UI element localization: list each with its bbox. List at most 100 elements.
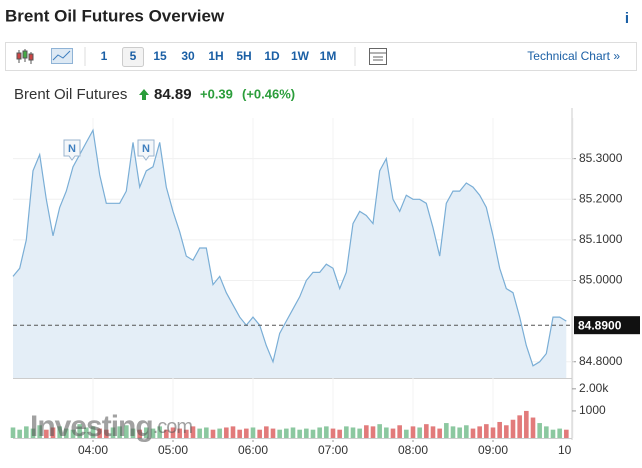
news-marker bbox=[63, 139, 81, 161]
x-tick-label: 10:00 bbox=[558, 443, 588, 457]
y-tick-label: 85.3000 bbox=[579, 151, 623, 165]
interval-button[interactable]: 1D bbox=[264, 49, 280, 63]
volume-bar bbox=[530, 417, 536, 438]
volume-bar bbox=[524, 410, 529, 438]
volume-bar bbox=[430, 426, 436, 438]
volume-bar bbox=[444, 423, 449, 438]
volume-bar bbox=[190, 426, 196, 438]
volume-bar bbox=[137, 429, 142, 438]
volume-bar bbox=[497, 421, 502, 438]
area-fill bbox=[13, 130, 567, 378]
volume-bar bbox=[257, 429, 262, 438]
y-tick-label: 2.00k bbox=[579, 381, 609, 395]
volume-bar bbox=[244, 428, 249, 438]
table-icon[interactable] bbox=[369, 48, 387, 65]
volume-bar bbox=[117, 426, 122, 438]
volume-bar bbox=[337, 429, 342, 438]
volume-bar bbox=[370, 426, 376, 438]
volume-bar bbox=[310, 429, 316, 438]
quote-change-pct: (+0.46%) bbox=[242, 86, 295, 101]
volume-bar bbox=[330, 428, 336, 438]
interval-button[interactable]: 1M bbox=[320, 49, 337, 63]
widget-title: Brent Oil Futures Overview bbox=[5, 6, 225, 25]
volume-bar bbox=[50, 427, 56, 438]
interval-button[interactable]: 1H bbox=[208, 49, 223, 63]
volume-bar bbox=[84, 427, 89, 438]
news-marker-label: N bbox=[68, 143, 76, 155]
toolbar bbox=[5, 42, 637, 71]
volume-bar bbox=[230, 426, 236, 438]
volume-bar bbox=[164, 429, 169, 438]
volume-bar bbox=[464, 425, 469, 438]
volume-bar bbox=[224, 427, 229, 438]
y-tick-label: 84.8000 bbox=[579, 354, 623, 368]
technical-chart-link[interactable]: Technical Chart » bbox=[527, 49, 620, 63]
volume-bar bbox=[110, 427, 116, 438]
volume-bar bbox=[457, 427, 462, 438]
volume-bar bbox=[537, 423, 542, 438]
last-price-box bbox=[574, 316, 640, 335]
volume-bar bbox=[90, 426, 96, 438]
volume-bar bbox=[477, 426, 482, 438]
volume-bar bbox=[77, 424, 82, 438]
watermark-domain: .com bbox=[153, 416, 193, 438]
volume-bar bbox=[290, 427, 296, 438]
watermark-brand: Investing bbox=[30, 410, 153, 443]
volume-bar bbox=[417, 427, 422, 438]
volume-bar bbox=[57, 426, 62, 438]
quote-name: Brent Oil Futures bbox=[14, 86, 127, 103]
news-marker-label: N bbox=[142, 143, 150, 155]
volume-bar bbox=[450, 426, 456, 438]
y-tick-label: 1000 bbox=[579, 403, 606, 417]
volume-bar bbox=[97, 428, 102, 438]
price-line bbox=[12, 128, 567, 367]
x-axis: 04:00 05:00 06:00 07:00 08:00 09:00 10:00 bbox=[78, 440, 588, 457]
volume-bar bbox=[237, 429, 242, 438]
area-icon-line bbox=[52, 50, 71, 61]
interval-button[interactable]: 5H bbox=[236, 49, 251, 63]
volume-bar bbox=[150, 428, 156, 438]
volume-bar bbox=[344, 426, 349, 438]
volume-bar bbox=[364, 425, 369, 438]
volume-bar bbox=[517, 415, 522, 438]
volume-bar bbox=[357, 428, 362, 438]
volume-bar bbox=[157, 426, 162, 438]
volume-bar bbox=[217, 428, 222, 438]
volume-bar bbox=[377, 424, 382, 438]
volume-bar bbox=[10, 427, 16, 438]
volume-bar bbox=[550, 429, 556, 438]
interval-button[interactable]: 1 bbox=[101, 49, 108, 63]
watermark: Investing.com bbox=[30, 410, 192, 443]
volume-bar bbox=[410, 426, 416, 438]
volume-bar bbox=[424, 424, 429, 438]
volume-bar bbox=[390, 428, 396, 438]
volume-bar bbox=[270, 428, 276, 438]
x-tick-label: 09:00 bbox=[478, 443, 508, 457]
volume-bar bbox=[384, 427, 389, 438]
info-button[interactable]: i bbox=[625, 10, 629, 27]
volume-bar bbox=[324, 426, 329, 438]
volume-bar bbox=[404, 429, 409, 438]
volume-bar bbox=[124, 425, 129, 438]
volume-bar bbox=[317, 427, 322, 438]
interval-button[interactable]: 5 bbox=[130, 49, 137, 63]
interval-button[interactable]: 30 bbox=[181, 49, 195, 63]
volume-bar bbox=[490, 427, 496, 438]
volume-bar bbox=[350, 427, 356, 438]
volume-bar bbox=[170, 427, 176, 438]
volume-bar bbox=[177, 428, 182, 438]
interval-button[interactable]: 1W bbox=[291, 49, 310, 63]
x-tick-label: 06:00 bbox=[238, 443, 268, 457]
candle-icon[interactable] bbox=[16, 49, 34, 64]
volume-bar bbox=[504, 425, 509, 438]
volume-bar bbox=[557, 428, 562, 438]
quote-price: 84.89 bbox=[154, 86, 192, 103]
volume-bar bbox=[64, 428, 69, 438]
volume-bar bbox=[24, 426, 29, 438]
x-tick-label: 08:00 bbox=[398, 443, 428, 457]
area-icon[interactable] bbox=[51, 48, 73, 64]
interval-button[interactable]: 15 bbox=[153, 49, 167, 63]
volume-bar bbox=[44, 429, 49, 438]
x-tick-label: 05:00 bbox=[158, 443, 188, 457]
news-marker bbox=[137, 139, 155, 161]
